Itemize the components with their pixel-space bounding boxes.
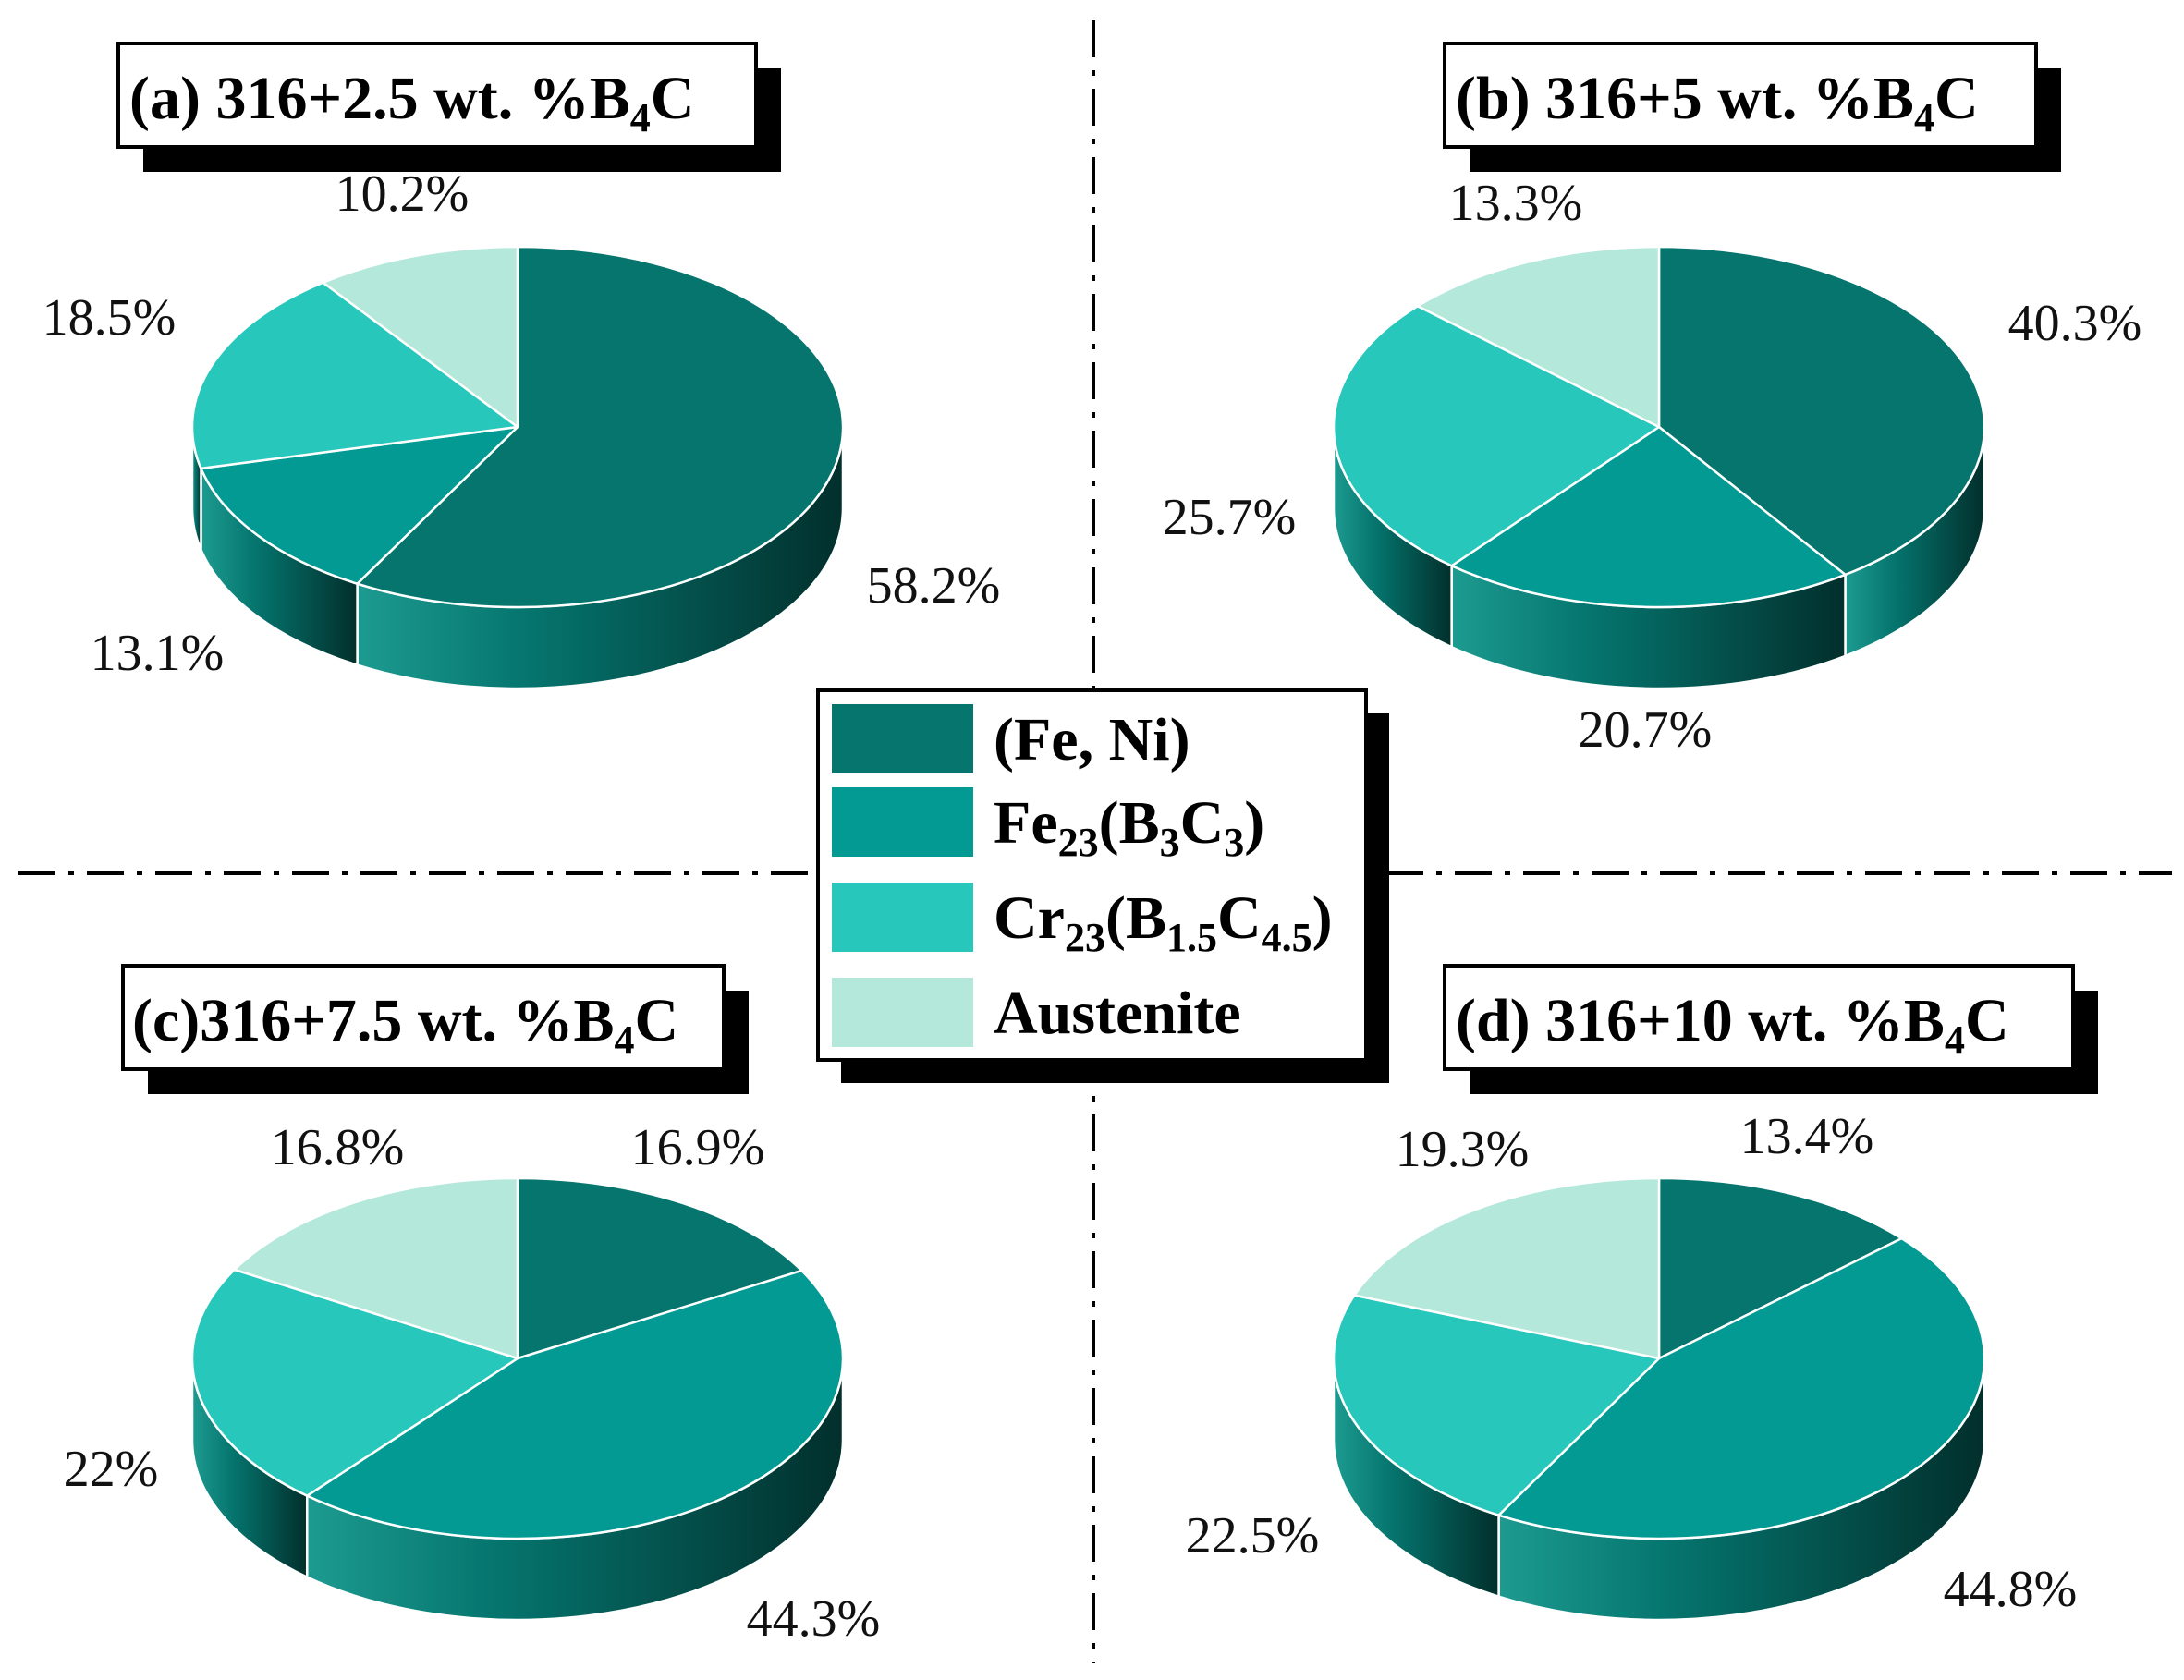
pie-c: 16.9% 44.3% 22% 16.8%	[64, 1119, 881, 1648]
title-box-c: (c)316+7.5 wt. %B4C	[121, 964, 749, 1094]
pie-slice-cr23	[190, 1268, 519, 1497]
pie-slice-austenite	[233, 1176, 519, 1360]
title-d: (d) 316+10 wt. %B4C	[1456, 987, 2009, 1063]
legend: (Fe, Ni) Fe23(B3C3) Cr23(B1.5C4.5) Auste…	[816, 688, 1389, 1083]
pie-slice-fe_ni	[1657, 245, 1986, 577]
pie-label-fe_ni: 16.9%	[631, 1119, 765, 1176]
legend-swatch-fe-ni	[832, 704, 973, 773]
legend-swatch-cr23	[832, 883, 973, 952]
pie-label-fe_ni: 40.3%	[2008, 295, 2142, 352]
legend-swatch-austenite	[832, 978, 973, 1047]
title-frame-d	[1443, 964, 2075, 1071]
pie-slice-austenite	[1416, 245, 1661, 429]
pie-label-cr23: 18.5%	[43, 289, 177, 347]
pie-label-fe23: 13.1%	[91, 625, 225, 682]
title-frame-c	[121, 964, 726, 1071]
pie-label-cr23: 22%	[64, 1441, 159, 1498]
titles-layer: (a) 316+2.5 wt. %B4C (b) 316+5 wt. %B4C …	[116, 42, 2098, 1094]
pie-side	[1332, 426, 1986, 690]
legend-label-cr23: Cr23(B1.5C4.5)	[994, 884, 1333, 960]
legend-swatch-fe23	[832, 787, 973, 857]
pie-label-fe23: 20.7%	[1579, 701, 1713, 759]
title-c: (c)316+7.5 wt. %B4C	[132, 987, 678, 1063]
pie-slice-cr23	[1332, 304, 1661, 567]
pie-slice-fe_ni	[1657, 1176, 1903, 1360]
pie-slice-fe_ni	[516, 1176, 803, 1360]
pie-label-austenite: 10.2%	[336, 165, 470, 223]
title-box-d: (d) 316+10 wt. %B4C	[1443, 964, 2098, 1094]
pie-label-austenite: 19.3%	[1396, 1121, 1530, 1178]
title-frame-b	[1443, 42, 2038, 149]
pie-slice-cr23	[1332, 1294, 1661, 1516]
pie-slice-fe_ni	[356, 245, 845, 609]
title-frame-a	[116, 42, 758, 149]
legend-label-austenite: Austenite	[994, 980, 1241, 1047]
pie-label-fe23: 44.3%	[747, 1590, 881, 1648]
pie-slice-fe23	[1497, 1236, 1986, 1540]
title-box-b: (b) 316+5 wt. %B4C	[1443, 42, 2061, 172]
pie-d: 13.4% 44.8% 22.5% 19.3%	[1186, 1108, 2078, 1622]
pie-slice-fe23	[305, 1269, 845, 1540]
legend-label-fe23: Fe23(B3C3)	[994, 789, 1264, 865]
pie-slice-austenite	[322, 245, 519, 429]
pie-label-fe23: 44.8%	[1944, 1561, 2078, 1618]
legend-label-fe-ni: (Fe, Ni)	[994, 706, 1190, 773]
pie-label-fe_ni: 13.4%	[1740, 1108, 1874, 1165]
pie-label-fe_ni: 58.2%	[867, 557, 1001, 615]
pie-slice-cr23	[190, 281, 519, 470]
pie-a: 58.2% 13.1% 18.5% 10.2%	[43, 165, 1001, 690]
pie-slice-austenite	[1353, 1176, 1661, 1360]
pie-b: 40.3% 20.7% 25.7% 13.3%	[1163, 175, 2142, 759]
title-box-a: (a) 316+2.5 wt. %B4C	[116, 42, 781, 172]
pie-slice-fe23	[200, 425, 519, 585]
pies-layer: 58.2% 13.1% 18.5% 10.2% 40.3% 20.7% 25.7% 13.3%…	[43, 165, 2142, 1648]
title-b: (b) 316+5 wt. %B4C	[1456, 65, 1979, 140]
pie-label-austenite: 16.8%	[271, 1119, 405, 1176]
pie-label-austenite: 13.3%	[1449, 175, 1583, 232]
pie-label-cr23: 22.5%	[1186, 1507, 1320, 1564]
pie-label-cr23: 25.7%	[1163, 489, 1297, 546]
title-a: (a) 316+2.5 wt. %B4C	[129, 65, 694, 140]
pie-slice-fe23	[1450, 425, 1847, 609]
